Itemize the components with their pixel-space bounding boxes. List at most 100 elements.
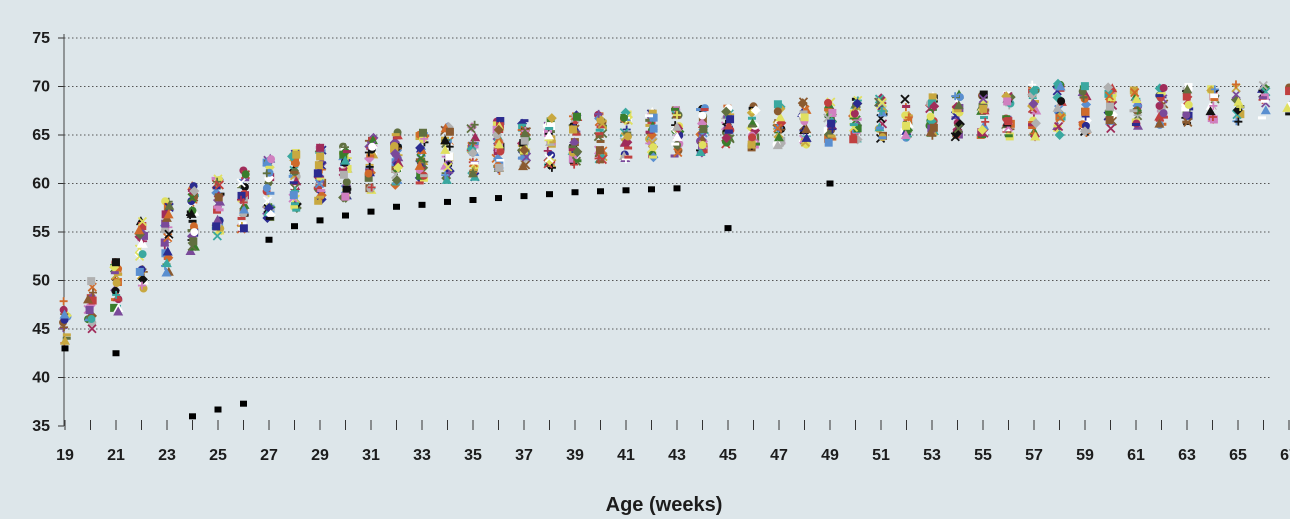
data-point [470,132,481,142]
data-point [314,178,325,189]
data-point [673,147,683,158]
data-point [801,132,812,142]
data-point [111,258,120,267]
gridlines [64,37,1272,378]
data-point [291,159,300,168]
data-point [139,231,148,240]
data-point [1130,87,1140,98]
data-point [595,132,604,136]
data-point [366,154,375,158]
data-point [1182,92,1191,101]
data-point [645,118,654,122]
data-point [290,170,299,174]
data-point [136,238,147,248]
data-point [236,178,246,188]
outlier-point [393,203,400,210]
outlier-point [316,217,324,224]
data-point [189,241,200,251]
data-point [444,158,453,167]
data-point [928,99,937,108]
data-point [1028,123,1037,127]
data-point [1258,80,1268,91]
data-point [470,161,479,165]
data-point [262,184,271,193]
data-point [137,216,148,227]
x-tick-label: 51 [872,447,890,464]
data-point [594,109,603,118]
outlier-point [826,180,834,187]
x-tick-label: 59 [1076,447,1094,464]
x-tick-label: 39 [566,447,584,464]
data-point [265,216,274,220]
data-point [645,130,654,134]
data-point [393,152,404,162]
data-point [1154,118,1165,128]
data-point [262,169,271,178]
data-point [440,135,451,145]
data-point [391,133,400,137]
data-point [161,219,170,228]
data-point [59,297,68,306]
data-point [902,104,911,108]
data-point [695,146,706,156]
x-tick-label: 45 [719,447,737,464]
data-point [137,274,148,285]
outlier-point [367,208,375,215]
data-point [496,147,505,156]
data-point [495,163,504,172]
outlier-point [520,193,528,200]
data-point [88,288,97,297]
data-point [772,140,783,150]
data-point [1054,130,1065,141]
data-point [212,214,223,224]
data-point [596,115,605,124]
data-point [596,139,605,143]
data-point [1285,87,1290,96]
x-tick-label: 19 [56,447,74,464]
data-point [773,107,782,116]
data-point [1004,134,1013,138]
data-point [1052,102,1063,112]
data-point [161,210,170,219]
data-point [904,113,913,122]
data-point [239,199,250,209]
x-tick-label: 43 [668,447,686,464]
outlier-point [342,212,349,219]
data-point [1081,107,1090,116]
data-point [1002,115,1011,119]
data-point [134,225,145,235]
data-point [623,132,632,141]
data-point [980,100,989,104]
data-point [441,174,452,184]
data-point [290,202,299,206]
data-point [445,127,454,136]
data-point [1183,117,1193,127]
data-point [595,146,604,155]
x-axis-title: Age (weeks) [606,494,723,516]
data-point [546,113,557,124]
data-point [1080,82,1089,91]
data-point [314,196,323,205]
data-point [493,124,504,135]
data-point [188,219,197,223]
outlier-point [418,201,426,208]
data-point [467,147,478,158]
data-point [1079,126,1090,137]
data-point [1031,105,1042,115]
outlier-point [622,187,630,194]
data-point [698,111,707,120]
data-point [213,205,222,209]
x-tick-label: 25 [209,447,227,464]
data-point [827,119,836,128]
data-point [135,267,144,276]
data-point [114,272,123,276]
y-tick-label: 75 [32,30,50,47]
data-point [852,98,863,109]
data-point [496,117,505,126]
data-point [112,279,121,288]
outlier-point [265,236,273,243]
data-point [418,128,427,137]
data-point [340,155,351,165]
data-point [1103,82,1114,93]
